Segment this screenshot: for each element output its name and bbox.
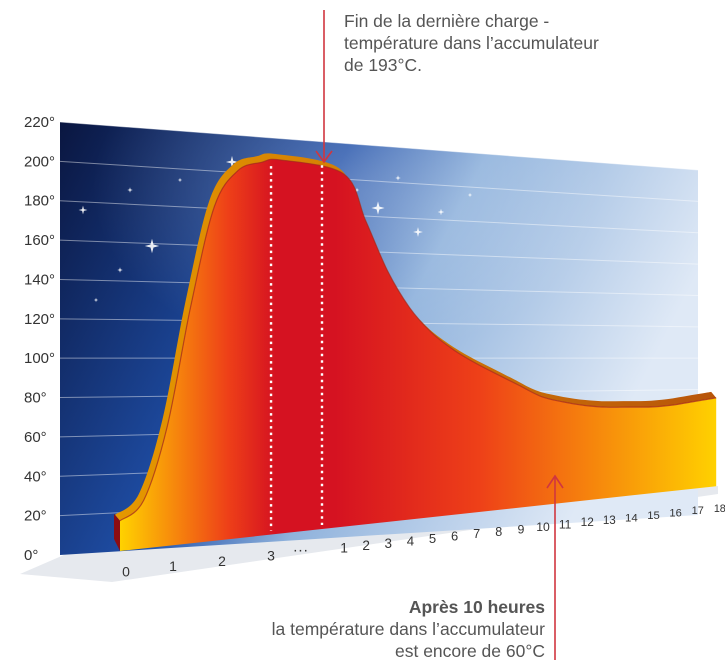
star-icon	[177, 177, 183, 183]
ten-hours-title: Après 10 heures	[408, 597, 545, 617]
x-tick-label: 1	[169, 558, 177, 574]
peak-annotation-line-2: température dans l’accumulateur	[344, 33, 599, 53]
star-icon	[413, 227, 423, 237]
x-tick-label: 16	[669, 508, 681, 520]
star-icon	[117, 267, 123, 273]
x-tick-label: 8	[495, 525, 502, 539]
star-icon	[467, 192, 473, 198]
x-tick-label: 6	[451, 529, 458, 544]
y-tick-label: 60°	[24, 429, 47, 446]
star-icon	[144, 238, 160, 254]
peak-arrow-head	[315, 150, 333, 164]
star-icon	[354, 187, 360, 193]
x-tick-label: 12	[581, 515, 594, 529]
x-axis-break: ...	[293, 538, 309, 555]
x-tick-label: 3	[385, 536, 392, 551]
x-tick-label: 17	[692, 505, 704, 517]
y-tick-label: 20°	[24, 508, 47, 525]
temperature-curve-area	[120, 159, 717, 551]
x-tick-label: 3	[267, 548, 275, 564]
ten-hours-line-2: est encore de 60°C	[394, 641, 545, 661]
y-tick-label: 0°	[24, 547, 38, 564]
y-tick-label: 200°	[24, 153, 55, 170]
y-tick-label: 180°	[24, 193, 55, 210]
x-tick-label: 11	[559, 518, 572, 532]
star-icon	[93, 297, 99, 303]
x-axis-ticks: 0 1 2 3... 1 2 3 4 5 6 7 8 9 10 11 12 13 14 15 16 17 18	[122, 503, 725, 580]
y-tick-label: 100°	[24, 350, 55, 367]
x-tick-label: 4	[407, 533, 414, 548]
gridline	[59, 160, 699, 202]
ten-hours-line-1: la température dans l’accumulateur	[271, 619, 545, 639]
x-tick-label: 2	[362, 538, 370, 553]
star-icon	[127, 187, 133, 193]
y-tick-label: 160°	[24, 232, 55, 249]
x-tick-label: 7	[473, 526, 480, 541]
x-tick-label: 2	[218, 553, 226, 569]
peak-annotation: Fin de la dernière charge - température …	[344, 10, 704, 76]
x-tick-label: 18	[714, 503, 725, 515]
x-tick-label: 5	[429, 531, 436, 546]
y-axis-ticks: 0° 20° 40° 60° 80° 100° 120° 140° 160° 180° 200° 22…	[24, 114, 55, 564]
star-icon	[437, 208, 445, 216]
x-tick-label: 14	[625, 512, 638, 524]
star-icon	[225, 155, 239, 169]
y-tick-label: 140°	[24, 271, 55, 288]
x-tick-label: 15	[647, 510, 660, 522]
y-tick-label: 40°	[24, 468, 47, 485]
peak-annotation-line-1: Fin de la dernière charge -	[344, 11, 550, 31]
x-tick-label: 10	[536, 520, 550, 534]
star-icon	[371, 201, 385, 215]
ten-hours-annotation: Après 10 heures la température dans l’ac…	[140, 596, 545, 662]
temperature-curve-line	[119, 158, 717, 522]
x-tick-label: 13	[603, 514, 616, 527]
peak-annotation-line-3: de 193°C.	[344, 55, 423, 75]
x-tick-label: 0	[122, 563, 130, 579]
gridline	[59, 200, 699, 234]
star-icon	[395, 175, 401, 181]
y-tick-label: 220°	[24, 114, 55, 131]
y-tick-label: 80°	[24, 390, 47, 407]
x-tick-label: 1	[340, 540, 348, 556]
ten-hours-arrow-head	[546, 474, 564, 489]
x-tick-label: 9	[517, 522, 524, 536]
gridline	[59, 121, 699, 171]
y-tick-label: 120°	[24, 311, 55, 328]
curve-left-edge	[114, 513, 120, 551]
star-icon	[78, 205, 88, 215]
